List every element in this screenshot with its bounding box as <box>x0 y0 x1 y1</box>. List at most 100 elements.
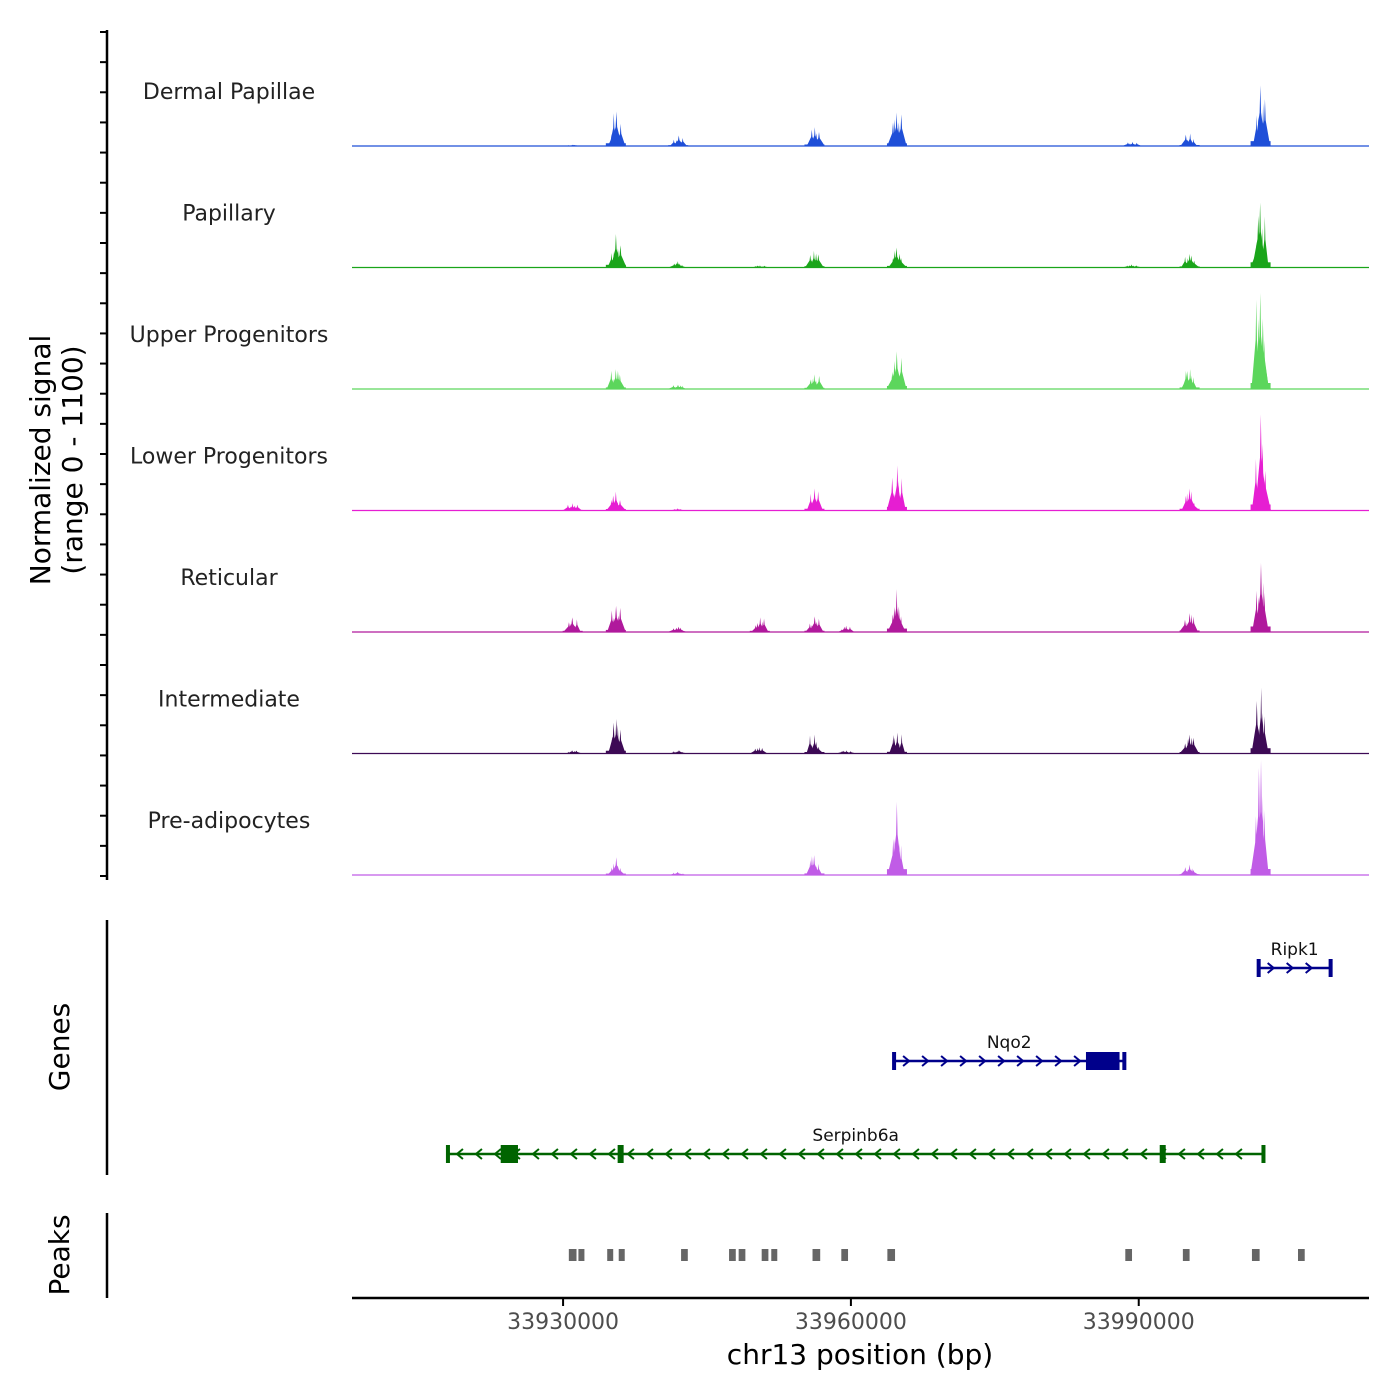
track-label: Lower Progenitors <box>130 445 328 470</box>
peak-region <box>887 1249 896 1261</box>
coverage-spike <box>1131 142 1142 146</box>
coverage-peak <box>605 491 626 511</box>
peak-region <box>771 1249 778 1261</box>
peak-region <box>841 1249 849 1261</box>
coverage-spike <box>678 873 688 875</box>
coverage-peak <box>804 734 825 754</box>
strand-arrow-icon <box>1016 1055 1025 1067</box>
coverage-spike-base <box>562 630 583 632</box>
strand-arrow-icon <box>626 1148 635 1160</box>
coverage-spike <box>678 385 686 389</box>
strand-arrow-icon <box>778 1148 787 1160</box>
strand-arrow-icon <box>1215 1148 1224 1160</box>
x-tick-label: 33990000 <box>1083 1310 1195 1335</box>
coverage-spike <box>813 491 823 511</box>
strand-arrow-icon <box>930 1148 939 1160</box>
coverage-spike-base <box>1250 869 1271 875</box>
coverage-spike-base <box>804 144 825 146</box>
coverage-spike <box>759 751 768 754</box>
strand-arrow-icon <box>1073 1055 1082 1067</box>
strand-arrow-icon <box>588 1148 597 1160</box>
gene-serpinb6a: Serpinb6a <box>445 1126 1266 1163</box>
peak-region <box>1251 1249 1260 1261</box>
coverage-peak <box>1179 369 1200 389</box>
coverage-peak <box>562 617 583 632</box>
coverage-spike <box>813 131 825 146</box>
strand-arrow-icon <box>1158 1148 1167 1160</box>
strand-arrow-icon <box>1139 1148 1148 1160</box>
coverage-peak <box>749 617 770 632</box>
x-axis-ticks: 33930000 33960000 33990000 <box>507 1298 1195 1335</box>
track-label: Pre-adipocytes <box>148 809 311 834</box>
peak-track <box>568 1249 1305 1261</box>
coverage-spike-base <box>1179 144 1200 146</box>
coverage-peak <box>1250 85 1271 146</box>
coverage-spike-base <box>886 628 907 632</box>
peaks-y-label: Peaks <box>43 1214 76 1295</box>
coverage-peak <box>836 750 857 754</box>
coverage-spike-base <box>804 751 825 754</box>
x-tick-label: 33960000 <box>795 1310 907 1335</box>
strand-arrow-icon <box>892 1148 901 1160</box>
coverage-spike <box>1186 133 1194 146</box>
coverage-spike <box>678 137 687 146</box>
coverage-spike <box>812 254 824 268</box>
coverage-spike <box>896 616 906 632</box>
coverage-spike-base <box>1250 504 1271 511</box>
coverage-spike-base <box>804 387 825 389</box>
strand-arrow-icon <box>1234 1148 1243 1160</box>
coverage-spike <box>572 145 581 146</box>
coverage-spike-base <box>668 145 689 146</box>
coverage-peak <box>605 111 626 146</box>
strand-arrow-icon <box>816 1148 825 1160</box>
strand-arrow-icon <box>911 1148 920 1160</box>
strand-arrow-icon <box>1101 1148 1110 1160</box>
coverage-spike <box>1189 377 1197 389</box>
gene-label: Ripk1 <box>1271 940 1319 960</box>
coverage-peak <box>1179 488 1200 511</box>
coverage-spike <box>615 867 626 875</box>
coverage-spike <box>895 258 907 268</box>
coverage-y-label-line1: Normalized signal <box>24 335 57 586</box>
coverage-spike <box>813 746 824 754</box>
coverage-spike <box>615 123 626 146</box>
strand-arrow-icon <box>873 1148 882 1160</box>
coverage-spike <box>1130 265 1143 268</box>
coverage-peak <box>605 369 626 389</box>
coverage-spike <box>1188 502 1200 511</box>
strand-arrow-icon <box>759 1148 768 1160</box>
coverage-tracks: Dermal Papillae Papillary Upper Progenitor… <box>130 80 1369 876</box>
strand-arrow-icon <box>1063 1148 1072 1160</box>
strand-arrow-icon <box>835 1148 844 1160</box>
strand-arrow-icon <box>1006 1148 1015 1160</box>
coverage-spike <box>898 734 906 754</box>
coverage-spike-base <box>749 630 770 632</box>
coverage-spike-base <box>605 264 626 268</box>
coverage-peak <box>605 719 626 754</box>
strand-arrow-icon <box>1196 1148 1205 1160</box>
coverage-peak <box>1250 687 1271 754</box>
strand-arrow-icon <box>902 1055 911 1067</box>
coverage-spike <box>614 245 627 268</box>
gene-nqo2: Nqo2 <box>892 1033 1127 1070</box>
peak-region <box>1182 1249 1190 1261</box>
coverage-spike-base <box>886 265 907 268</box>
coverage-spike <box>573 619 581 632</box>
gene-label: Serpinb6a <box>812 1126 899 1146</box>
strand-arrow-icon <box>1082 1148 1091 1160</box>
coverage-spike-base <box>605 750 626 754</box>
coverage-spike <box>1188 260 1200 268</box>
strand-arrow-icon <box>854 1148 863 1160</box>
gene-exon <box>617 1145 624 1163</box>
coverage-peak <box>605 234 627 268</box>
coverage-spike-base <box>605 387 626 389</box>
coverage-spike-base <box>605 873 626 875</box>
strand-arrow-icon <box>1092 1055 1101 1067</box>
peak-region <box>568 1249 577 1261</box>
peak-region <box>729 1249 736 1261</box>
coverage-spike-base <box>605 508 626 511</box>
coverage-spike <box>676 751 689 754</box>
coverage-peak <box>605 857 626 875</box>
coverage-spike <box>614 374 626 389</box>
coverage-peak <box>886 465 907 511</box>
